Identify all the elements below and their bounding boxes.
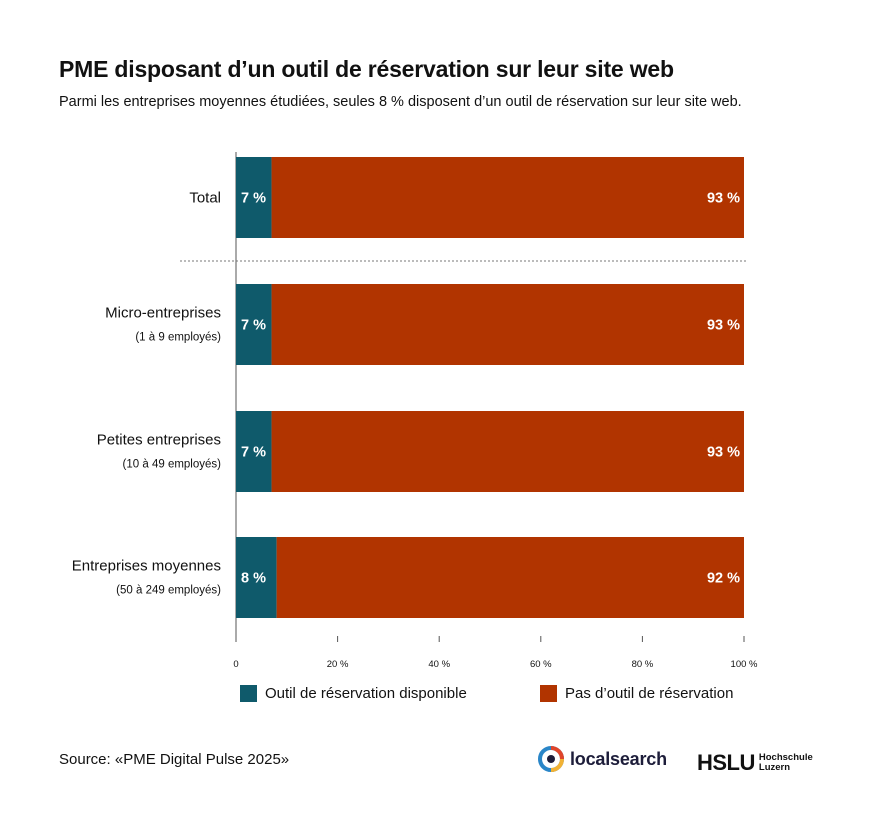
x-tick-label: 0: [233, 659, 238, 670]
bar-value-label: 93 %: [707, 318, 740, 334]
bar-segment: [276, 537, 744, 618]
bar-value-label: 7 %: [241, 318, 266, 334]
legend-item-unavailable: Pas d’outil de réservation: [540, 685, 733, 702]
bar-segment: [236, 411, 272, 492]
hslu-logo-sub-2: Luzern: [758, 762, 791, 773]
legend-item-available: Outil de réservation disponible: [240, 685, 467, 702]
category-sublabel: (50 à 249 employés): [116, 585, 221, 597]
bar-segment: [236, 284, 272, 365]
hslu-logo: HSLU Hochschule Luzern: [697, 750, 813, 776]
chart-legend: Outil de réservation disponible Pas d’ou…: [0, 685, 886, 705]
bar-segment: [236, 537, 277, 618]
localsearch-logo-icon: [538, 746, 564, 772]
hslu-logo-text: HSLU: [697, 750, 755, 775]
legend-swatch-available: [240, 685, 257, 702]
chart-subtitle: Parmi les entreprises moyennes étudiées,…: [59, 94, 742, 110]
bar-value-label: 93 %: [707, 191, 740, 207]
bar-segment: [236, 157, 272, 238]
bar-segment: [271, 411, 744, 492]
bar-chart: 0 20 % 40 % 60 % 80 % 100 % 7 % 93 % Total 7 % 93 …: [72, 152, 758, 670]
bar-segment: [271, 157, 744, 238]
localsearch-logo-text: localsearch: [570, 748, 667, 769]
source-note: Source: «PME Digital Pulse 2025»: [59, 751, 290, 768]
bar-value-label: 92 %: [707, 571, 740, 587]
bar-value-label: 93 %: [707, 445, 740, 461]
bar-segment: [271, 284, 744, 365]
legend-swatch-unavailable: [540, 685, 557, 702]
x-tick-label: 100 %: [731, 659, 758, 670]
category-label: Total: [189, 190, 221, 207]
category-sublabel: (1 à 9 employés): [135, 332, 221, 344]
hslu-logo-sub-1: Hochschule: [758, 752, 813, 763]
chart-title: PME disposant d’un outil de réservation …: [59, 56, 674, 82]
x-tick-label: 60 %: [530, 659, 552, 670]
category-label: Micro-entreprises: [105, 305, 221, 322]
category-label: Entreprises moyennes: [72, 558, 221, 575]
legend-label-unavailable: Pas d’outil de réservation: [565, 685, 734, 702]
x-tick-label: 20 %: [327, 659, 349, 670]
category-sublabel: (10 à 49 employés): [123, 459, 222, 471]
localsearch-logo: localsearch: [538, 746, 667, 772]
hslu-logo-subtext: Hochschule Luzern: [759, 753, 813, 773]
legend-label-available: Outil de réservation disponible: [265, 685, 467, 702]
x-tick-label: 80 %: [632, 659, 654, 670]
category-label: Petites entreprises: [97, 432, 221, 449]
x-tick-label: 40 %: [428, 659, 450, 670]
bar-value-label: 7 %: [241, 445, 266, 461]
bar-value-label: 7 %: [241, 191, 266, 207]
bar-value-label: 8 %: [241, 571, 266, 587]
